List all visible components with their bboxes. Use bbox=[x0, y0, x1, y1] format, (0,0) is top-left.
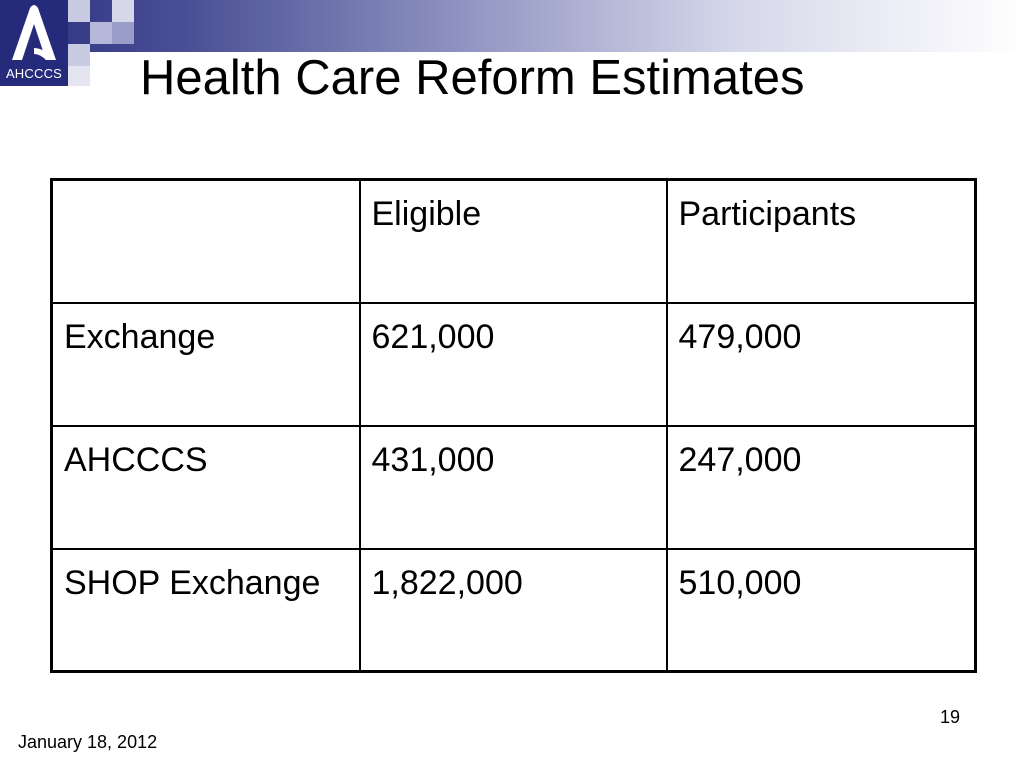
table-header-row: Eligible Participants bbox=[50, 178, 977, 304]
decor-square bbox=[68, 0, 90, 22]
a-mark-icon bbox=[12, 5, 56, 60]
cell-eligible: 1,822,000 bbox=[358, 547, 668, 673]
row-label-shop-exchange: SHOP Exchange bbox=[50, 547, 361, 673]
row-label-ahcccs: AHCCCS bbox=[50, 424, 361, 550]
decor-square bbox=[68, 44, 90, 66]
decor-square bbox=[68, 66, 90, 86]
row-label-exchange: Exchange bbox=[50, 301, 361, 427]
cell-participants: 510,000 bbox=[665, 547, 977, 673]
table-row: AHCCCS 431,000 247,000 bbox=[50, 424, 977, 550]
table-row: Exchange 621,000 479,000 bbox=[50, 301, 977, 427]
ahcccs-logo: AHCCCS bbox=[0, 0, 68, 86]
cell-eligible: 431,000 bbox=[358, 424, 668, 550]
footer-date: January 18, 2012 bbox=[18, 732, 158, 752]
cell-participants: 247,000 bbox=[665, 424, 977, 550]
cell-participants: 479,000 bbox=[665, 301, 977, 427]
table-row: SHOP Exchange 1,822,000 510,000 bbox=[50, 547, 977, 673]
page-number: 19 bbox=[940, 707, 961, 727]
logo-text: AHCCCS bbox=[5, 66, 63, 81]
header-cell-eligible: Eligible bbox=[358, 178, 668, 304]
cell-eligible: 621,000 bbox=[358, 301, 668, 427]
decor-square bbox=[112, 0, 134, 22]
header-cell-empty bbox=[50, 178, 361, 304]
header-cell-participants: Participants bbox=[665, 178, 977, 304]
decor-square bbox=[90, 22, 112, 44]
decor-square bbox=[112, 22, 134, 44]
estimates-table-container: Eligible Participants Exchange 621,000 4… bbox=[50, 178, 977, 673]
slide-title: Health Care Reform Estimates bbox=[140, 51, 805, 105]
header-gradient-bar bbox=[0, 0, 1024, 52]
estimates-table: Eligible Participants Exchange 621,000 4… bbox=[50, 178, 977, 673]
